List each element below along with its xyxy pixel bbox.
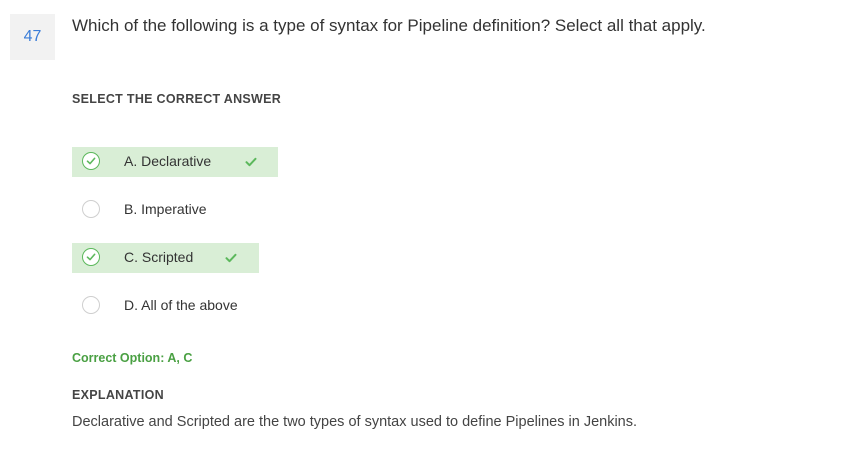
checkmark-icon	[245, 157, 257, 167]
option-b[interactable]: B. Imperative	[72, 195, 278, 225]
correct-option-summary: Correct Option: A, C	[72, 351, 193, 365]
question-number: 47	[10, 14, 55, 60]
option-b-label: B. Imperative	[124, 201, 207, 217]
option-c-radio[interactable]	[82, 248, 100, 266]
option-d[interactable]: D. All of the above	[72, 291, 292, 321]
select-answer-heading: SELECT THE CORRECT ANSWER	[72, 92, 282, 106]
question-text: Which of the following is a type of synt…	[72, 16, 706, 35]
check-circle-icon	[86, 157, 96, 165]
explanation-heading: EXPLANATION	[72, 388, 164, 402]
option-a-label: A. Declarative	[124, 153, 212, 169]
option-d-label: D. All of the above	[124, 297, 238, 313]
check-circle-icon	[86, 253, 96, 261]
explanation-text: Declarative and Scripted are the two typ…	[72, 414, 638, 430]
checkmark-icon	[225, 253, 237, 263]
option-c[interactable]: C. Scripted	[72, 243, 259, 273]
option-a-radio[interactable]	[82, 152, 100, 170]
option-d-radio[interactable]	[82, 296, 100, 314]
option-a[interactable]: A. Declarative	[72, 147, 278, 177]
option-c-label: C. Scripted	[124, 249, 194, 265]
option-b-radio[interactable]	[82, 200, 100, 218]
